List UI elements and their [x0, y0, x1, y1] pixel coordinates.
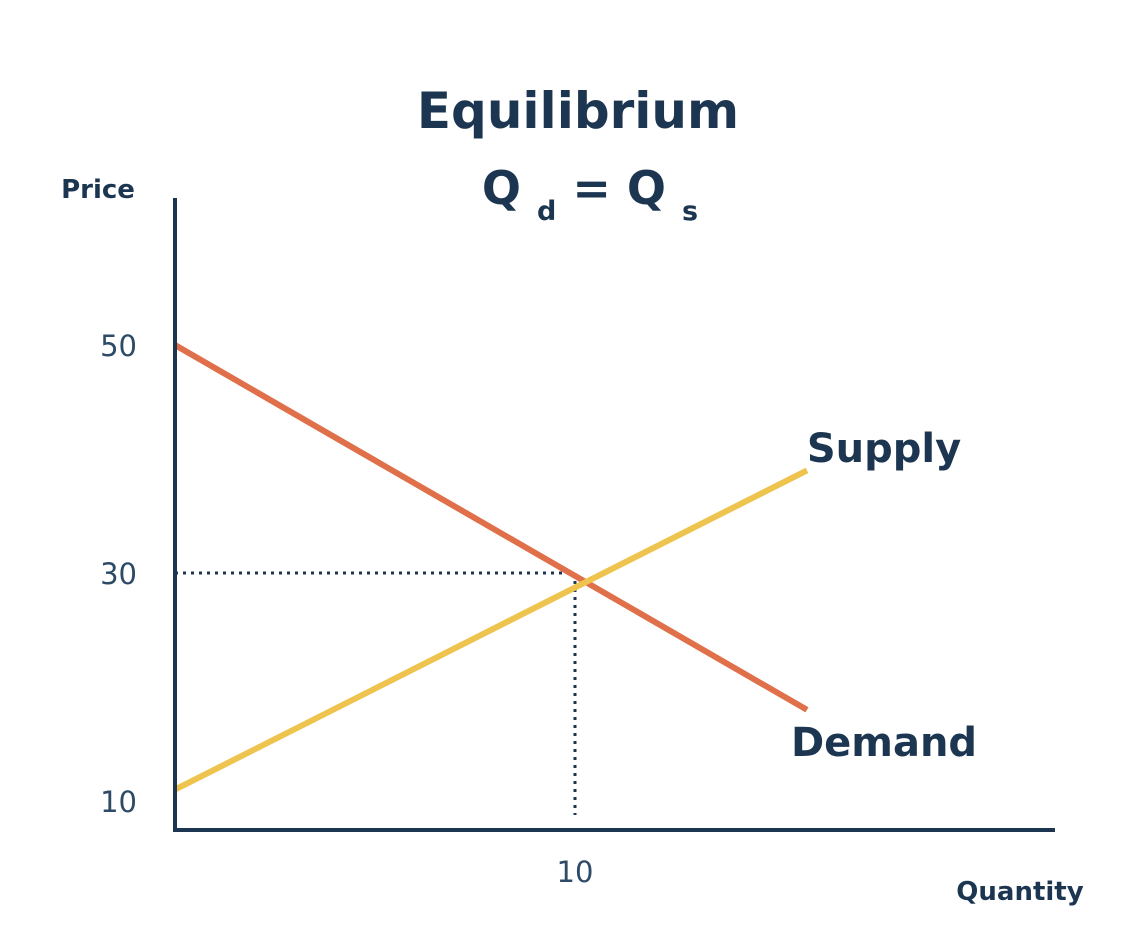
y-tick-label-10: 10 [100, 785, 137, 819]
equilibrium-guides [175, 571, 577, 815]
y-tick-label-50: 50 [100, 329, 137, 363]
tick-labels: 50 30 10 10 [100, 329, 593, 889]
title-subscript-d: d [537, 196, 556, 227]
chart-title: Equilibrium Q d = Q s [417, 82, 739, 231]
title-q-demand: Q [482, 161, 521, 215]
title-q-supply: Q [627, 161, 666, 215]
title-subscript-s: s [682, 196, 698, 227]
y-axis-label: Price [61, 175, 135, 205]
demand-curve [173, 342, 809, 713]
title-line-1: Equilibrium [417, 82, 739, 140]
x-tick-label-10: 10 [557, 855, 594, 889]
series-labels: Demand Supply [791, 426, 977, 766]
axes [173, 198, 1055, 832]
title-line-2: Q d = Q s [482, 161, 698, 231]
x-axis-label: Quantity [956, 877, 1083, 907]
supply-curve [173, 467, 809, 793]
supply-label: Supply [807, 426, 961, 472]
demand-label: Demand [791, 720, 977, 766]
y-tick-label-30: 30 [100, 557, 137, 591]
series-lines [173, 342, 809, 793]
title-equals: = [572, 161, 627, 215]
